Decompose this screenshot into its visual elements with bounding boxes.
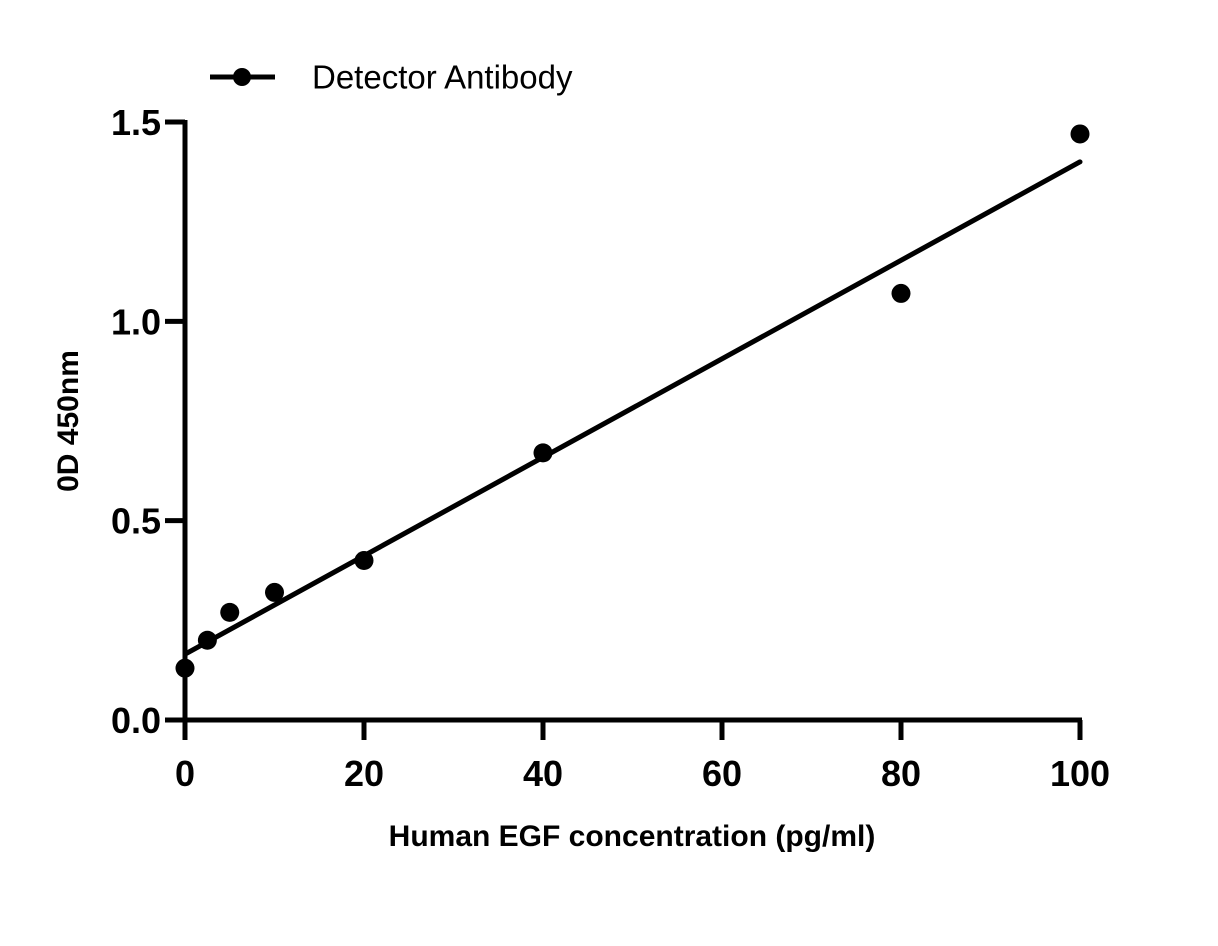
- data-point: [533, 443, 553, 463]
- y-tick-label: 1.0: [111, 301, 161, 342]
- y-tick-label: 0.5: [111, 501, 161, 542]
- x-tick-label: 100: [1050, 753, 1110, 794]
- data-point: [175, 658, 195, 678]
- data-point: [891, 283, 911, 303]
- y-tick-label: 1.5: [111, 102, 161, 143]
- plot-area: [175, 124, 1090, 678]
- data-point: [1070, 124, 1090, 144]
- x-tick-label: 20: [344, 753, 384, 794]
- data-point: [197, 630, 217, 650]
- x-axis-title: Human EGF concentration (pg/ml): [389, 820, 876, 853]
- x-tick-label: 80: [881, 753, 921, 794]
- fit-line: [182, 159, 1083, 657]
- data-point: [265, 582, 284, 602]
- legend-marker-icon: [233, 68, 251, 86]
- legend-label: Detector Antibody: [312, 59, 573, 96]
- x-tick-label: 0: [175, 753, 195, 794]
- data-point: [354, 551, 374, 571]
- y-axis-title: 0D 450nm: [52, 350, 85, 492]
- legend: Detector Antibody: [210, 59, 573, 96]
- x-axis: 0 20 40 60 80 100: [165, 717, 1110, 794]
- data-point: [220, 602, 240, 622]
- y-tick-label: 0.0: [111, 700, 161, 741]
- x-tick-label: 60: [702, 753, 742, 794]
- x-tick-label: 40: [523, 753, 563, 794]
- y-axis: 0.0 0.5 1.0 1.5: [111, 102, 188, 741]
